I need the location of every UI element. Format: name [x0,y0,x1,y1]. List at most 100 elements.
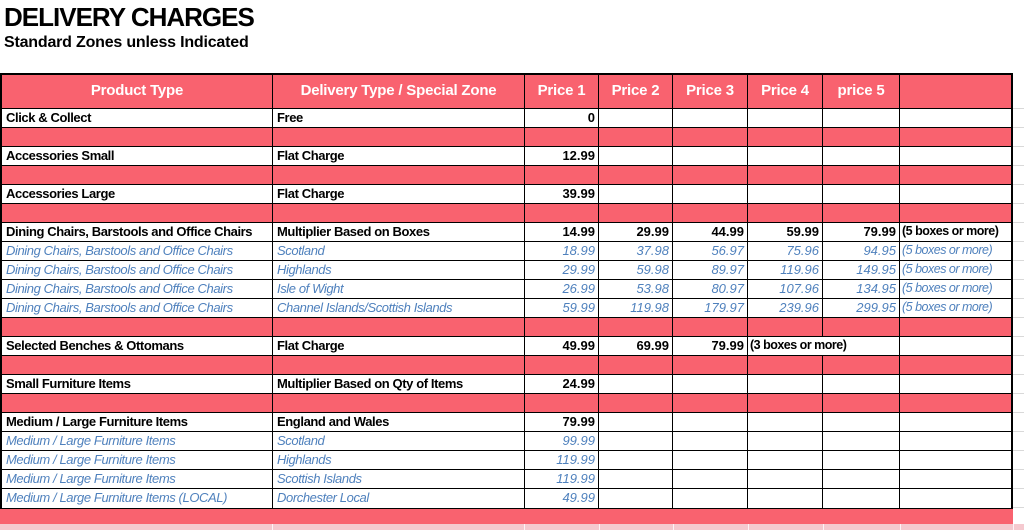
cell-price-3[interactable] [673,375,748,394]
cell-product-type[interactable]: Medium / Large Furniture Items [2,451,273,470]
cell-price-3[interactable] [673,432,748,451]
cell-notes[interactable]: (5 boxes or more) [900,223,1011,242]
separator-cell[interactable] [525,318,599,337]
cell-price-2[interactable] [599,432,673,451]
cell-price-4[interactable]: 239.96 [748,299,823,318]
separator-cell[interactable] [2,166,273,185]
cell-delivery-type[interactable]: Isle of Wight [273,280,525,299]
cell-product-type[interactable]: Dining Chairs, Barstools and Office Chai… [2,223,273,242]
cell-price-2[interactable] [599,470,673,489]
separator-cell[interactable] [273,394,525,413]
cell-price-5[interactable]: 94.95 [823,242,900,261]
cell-price-1[interactable]: 79.99 [525,413,599,432]
cell-price-4[interactable] [748,413,823,432]
cell-product-type[interactable]: Dining Chairs, Barstools and Office Chai… [2,242,273,261]
cell-notes[interactable] [900,432,1011,451]
cell-price-4[interactable] [748,451,823,470]
separator-cell[interactable] [823,318,900,337]
cell-product-type[interactable]: Small Furniture Items [2,375,273,394]
cell-price-4[interactable] [748,470,823,489]
cell-price-4[interactable]: 59.99 [748,223,823,242]
separator-cell[interactable] [273,318,525,337]
cell-notes[interactable] [900,337,1011,356]
separator-cell[interactable] [525,128,599,147]
cell-price-2[interactable]: 59.98 [599,261,673,280]
column-header-price-5[interactable]: price 5 [823,75,900,109]
cell-price-3[interactable]: 79.99 [673,337,748,356]
separator-cell[interactable] [273,356,525,375]
separator-cell[interactable] [748,394,823,413]
column-header-product-type[interactable]: Product Type [2,75,273,109]
separator-cell[interactable] [823,356,900,375]
cell-product-type[interactable]: Medium / Large Furniture Items [2,413,273,432]
cell-notes[interactable] [900,413,1011,432]
separator-cell[interactable] [2,394,273,413]
separator-cell[interactable] [748,318,823,337]
cell-price-5[interactable]: 79.99 [823,223,900,242]
separator-cell[interactable] [673,318,748,337]
cell-price-5[interactable] [823,375,900,394]
cell-price-4[interactable]: 75.96 [748,242,823,261]
cell-notes[interactable]: (5 boxes or more) [900,299,1011,318]
cell-price-2[interactable]: 29.99 [599,223,673,242]
cell-price-1[interactable]: 119.99 [525,470,599,489]
cell-product-type[interactable]: Click & Collect [2,109,273,128]
cell-price-1[interactable]: 26.99 [525,280,599,299]
cell-product-type[interactable]: Accessories Large [2,185,273,204]
separator-cell[interactable] [2,128,273,147]
cell-price-2[interactable]: 69.99 [599,337,673,356]
cell-price-5[interactable]: 299.95 [823,299,900,318]
cell-price-3[interactable] [673,470,748,489]
cell-price-5[interactable]: 134.95 [823,280,900,299]
cell-price-3[interactable]: 80.97 [673,280,748,299]
cell-price-1[interactable]: 29.99 [525,261,599,280]
cell-price-5[interactable] [823,185,900,204]
separator-cell[interactable] [599,128,673,147]
cell-price-3[interactable] [673,413,748,432]
column-header-notes[interactable] [900,75,1011,109]
cell-price-3[interactable]: 56.97 [673,242,748,261]
cell-price-5[interactable] [823,147,900,166]
cell-price-1[interactable]: 24.99 [525,375,599,394]
cell-price-3[interactable]: 44.99 [673,223,748,242]
cell-delivery-type[interactable]: Flat Charge [273,185,525,204]
cell-price-4[interactable] [748,432,823,451]
cell-product-type[interactable]: Accessories Small [2,147,273,166]
separator-cell[interactable] [823,166,900,185]
separator-cell[interactable] [900,356,1011,375]
cell-price-1[interactable]: 18.99 [525,242,599,261]
cell-delivery-type[interactable]: Multiplier Based on Qty of Items [273,375,525,394]
cell-delivery-type[interactable]: Dorchester Local [273,489,525,508]
separator-cell[interactable] [900,128,1011,147]
cell-price-2[interactable] [599,109,673,128]
cell-price-4[interactable] [748,375,823,394]
cell-price-5[interactable] [823,489,900,508]
cell-notes[interactable] [900,147,1011,166]
cell-price-2[interactable] [599,489,673,508]
separator-cell[interactable] [273,128,525,147]
separator-cell[interactable] [748,166,823,185]
cell-price-4[interactable] [748,109,823,128]
cell-notes[interactable] [900,451,1011,470]
column-header-price-4[interactable]: Price 4 [748,75,823,109]
cell-price-1[interactable]: 59.99 [525,299,599,318]
cell-product-type[interactable]: Medium / Large Furniture Items [2,432,273,451]
cell-delivery-type[interactable]: Free [273,109,525,128]
cell-delivery-type[interactable]: Flat Charge [273,147,525,166]
cell-product-type[interactable]: Medium / Large Furniture Items (LOCAL) [2,489,273,508]
cell-notes[interactable] [900,185,1011,204]
cell-price-3[interactable]: 179.97 [673,299,748,318]
separator-cell[interactable] [748,356,823,375]
column-header-price-3[interactable]: Price 3 [673,75,748,109]
separator-cell[interactable] [823,128,900,147]
separator-cell[interactable] [673,356,748,375]
separator-cell[interactable] [599,394,673,413]
cell-price-3[interactable] [673,451,748,470]
cell-price-5[interactable] [823,109,900,128]
cell-product-type[interactable]: Dining Chairs, Barstools and Office Chai… [2,261,273,280]
cell-price-2[interactable] [599,451,673,470]
cell-notes[interactable]: (5 boxes or more) [900,242,1011,261]
separator-cell[interactable] [599,166,673,185]
cell-price-1[interactable]: 49.99 [525,337,599,356]
cell-price-4[interactable] [748,147,823,166]
